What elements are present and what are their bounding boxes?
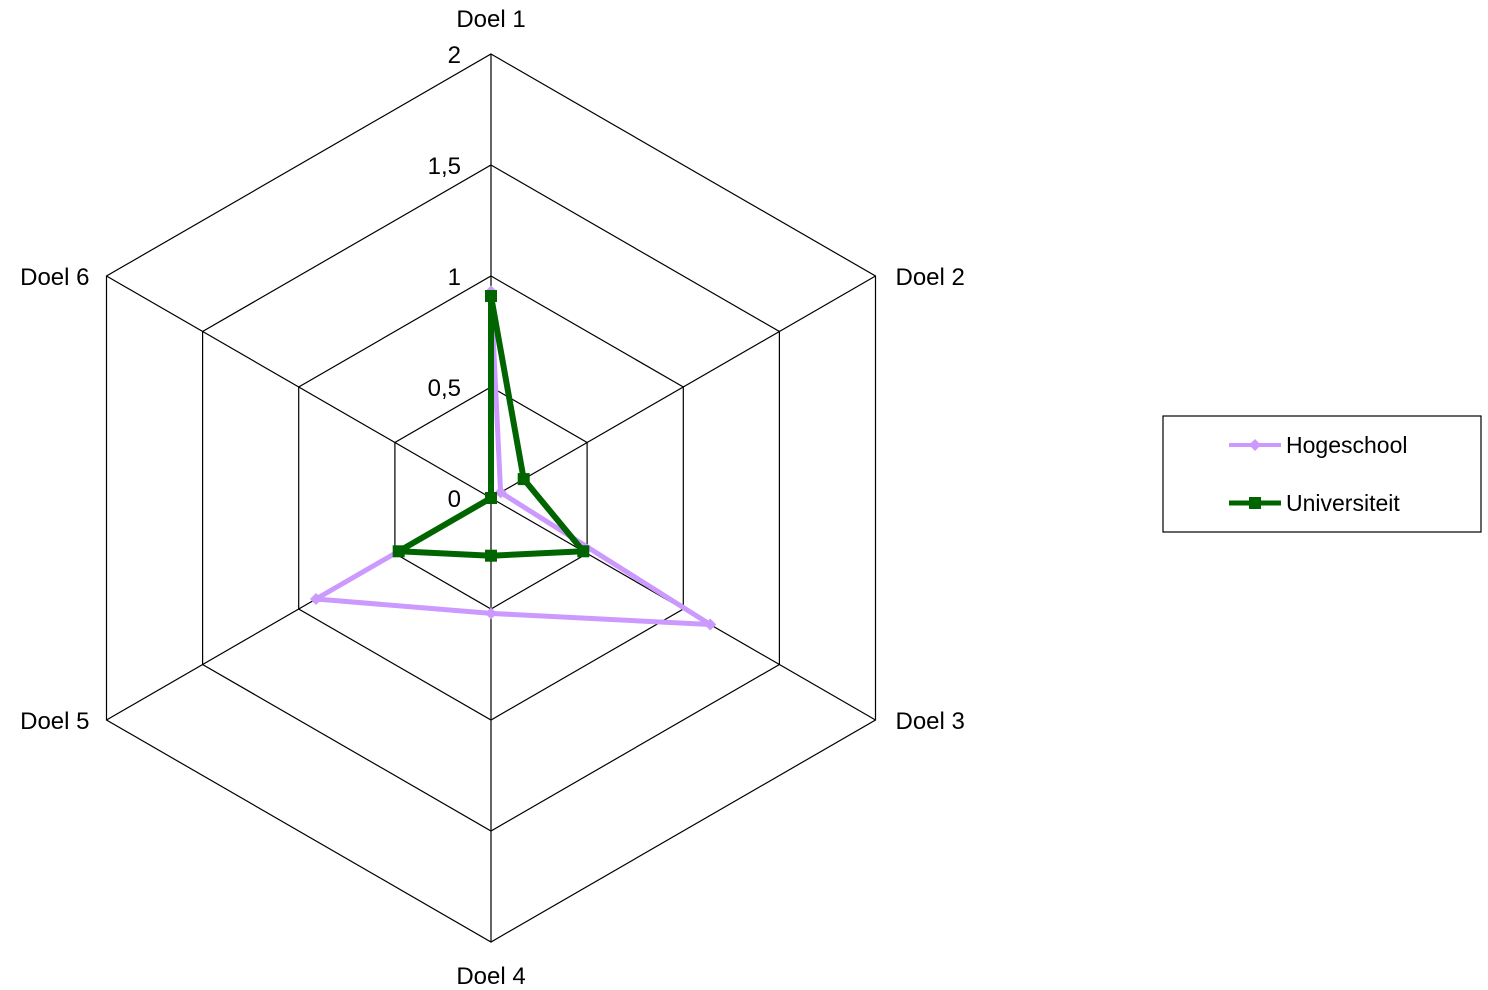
series-line (313, 289, 713, 627)
axis-label: Doel 4 (456, 963, 525, 990)
data-point (517, 473, 530, 486)
axis-label: Doel 2 (896, 264, 965, 291)
legend-box (1162, 415, 1482, 533)
tick-label: 0,5 (428, 375, 461, 402)
data-point (392, 545, 405, 558)
data-point (485, 607, 497, 620)
data-point (485, 549, 497, 562)
data-point (485, 290, 497, 302)
legend-items: Hogeschool Universiteit (1229, 432, 1407, 516)
data-point (577, 545, 590, 558)
axis-label: Doel 6 (20, 264, 89, 291)
data-point (494, 486, 507, 499)
legend-marker (1249, 497, 1261, 509)
axis-label: Doel 1 (456, 6, 525, 33)
data-point (310, 593, 322, 605)
legend-marker (1249, 439, 1261, 451)
tick-label: 1 (448, 264, 461, 291)
grid-spoke (106, 275, 492, 499)
tick-label: 0 (448, 486, 461, 513)
legend-label: Universiteit (1286, 490, 1400, 516)
axis-label: Doel 5 (20, 708, 89, 735)
tick-label: 1,5 (428, 153, 461, 180)
grid-spoke (490, 275, 876, 499)
radar-series (310, 285, 717, 631)
tick-label: 2 (448, 42, 461, 69)
radar-labels: 0 0,5 1 1,5 2 Doel 1 Doel 2 Doel 3 Doel 4 Doel 5 D… (20, 6, 965, 990)
legend-label: Hogeschool (1286, 432, 1407, 458)
data-point (704, 618, 717, 631)
axis-label: Doel 3 (896, 708, 965, 735)
legend: Hogeschool Universiteit (1162, 415, 1482, 533)
radar-grid (105, 53, 877, 943)
data-point (485, 492, 497, 504)
